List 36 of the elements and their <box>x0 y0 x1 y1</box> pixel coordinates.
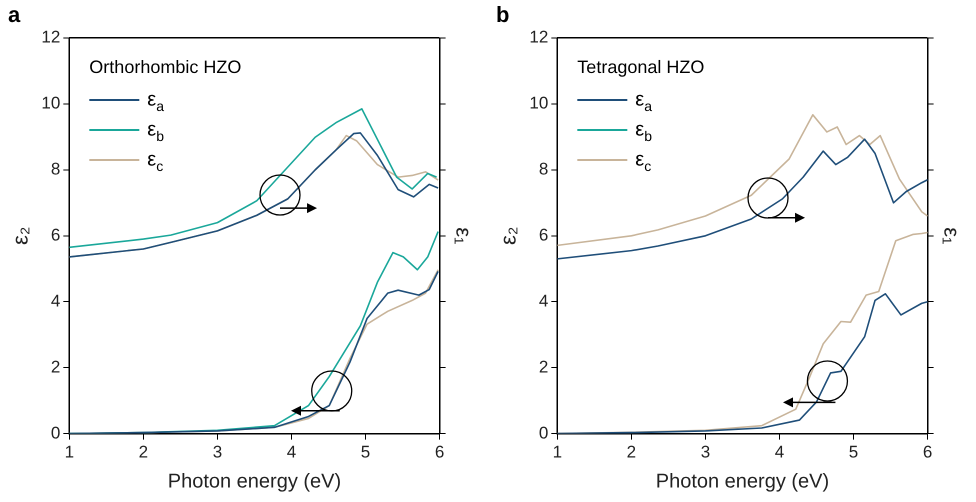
x-tick-label: 1 <box>552 442 562 462</box>
x-tick-label: 2 <box>626 442 636 462</box>
y-tick-label: 10 <box>529 94 548 113</box>
y-tick-label: 10 <box>41 94 60 113</box>
y-tick-label: 6 <box>50 225 60 244</box>
x-axis-title: Photon energy (eV) <box>168 470 342 493</box>
y2-axis-title: ε₁ <box>940 227 965 244</box>
x-tick-label: 4 <box>774 442 784 462</box>
chart-title: b <box>496 2 510 28</box>
y-tick-label: 0 <box>50 423 60 442</box>
x-tick-label: 2 <box>138 442 148 462</box>
y2-axis-title: ε₁ <box>452 227 477 244</box>
y-tick-label: 8 <box>538 160 548 179</box>
y-tick-label: 12 <box>529 28 548 47</box>
y-tick-label: 6 <box>538 225 548 244</box>
annotation: Orthorhombic HZO <box>89 56 242 77</box>
x-tick-label: 3 <box>700 442 710 462</box>
y-tick-label: 4 <box>538 291 548 310</box>
y-tick-label: 4 <box>50 291 60 310</box>
x-tick-label: 5 <box>848 442 858 462</box>
y-tick-label: 2 <box>538 357 548 376</box>
chart-title: a <box>8 2 21 28</box>
x-tick-label: 3 <box>212 442 222 462</box>
x-tick-label: 5 <box>360 442 370 462</box>
y-axis-title: ε₂ <box>7 226 32 245</box>
x-tick-label: 4 <box>286 442 296 462</box>
x-tick-label: 6 <box>434 442 444 462</box>
y-tick-label: 8 <box>50 160 60 179</box>
y-tick-label: 0 <box>538 423 548 442</box>
x-tick-label: 6 <box>922 442 932 462</box>
x-axis-title: Photon energy (eV) <box>656 470 830 493</box>
y-tick-label: 12 <box>41 28 60 47</box>
y-axis-title: ε₂ <box>495 226 520 245</box>
y-tick-label: 2 <box>50 357 60 376</box>
x-tick-label: 1 <box>64 442 74 462</box>
annotation: Tetragonal HZO <box>577 56 704 77</box>
